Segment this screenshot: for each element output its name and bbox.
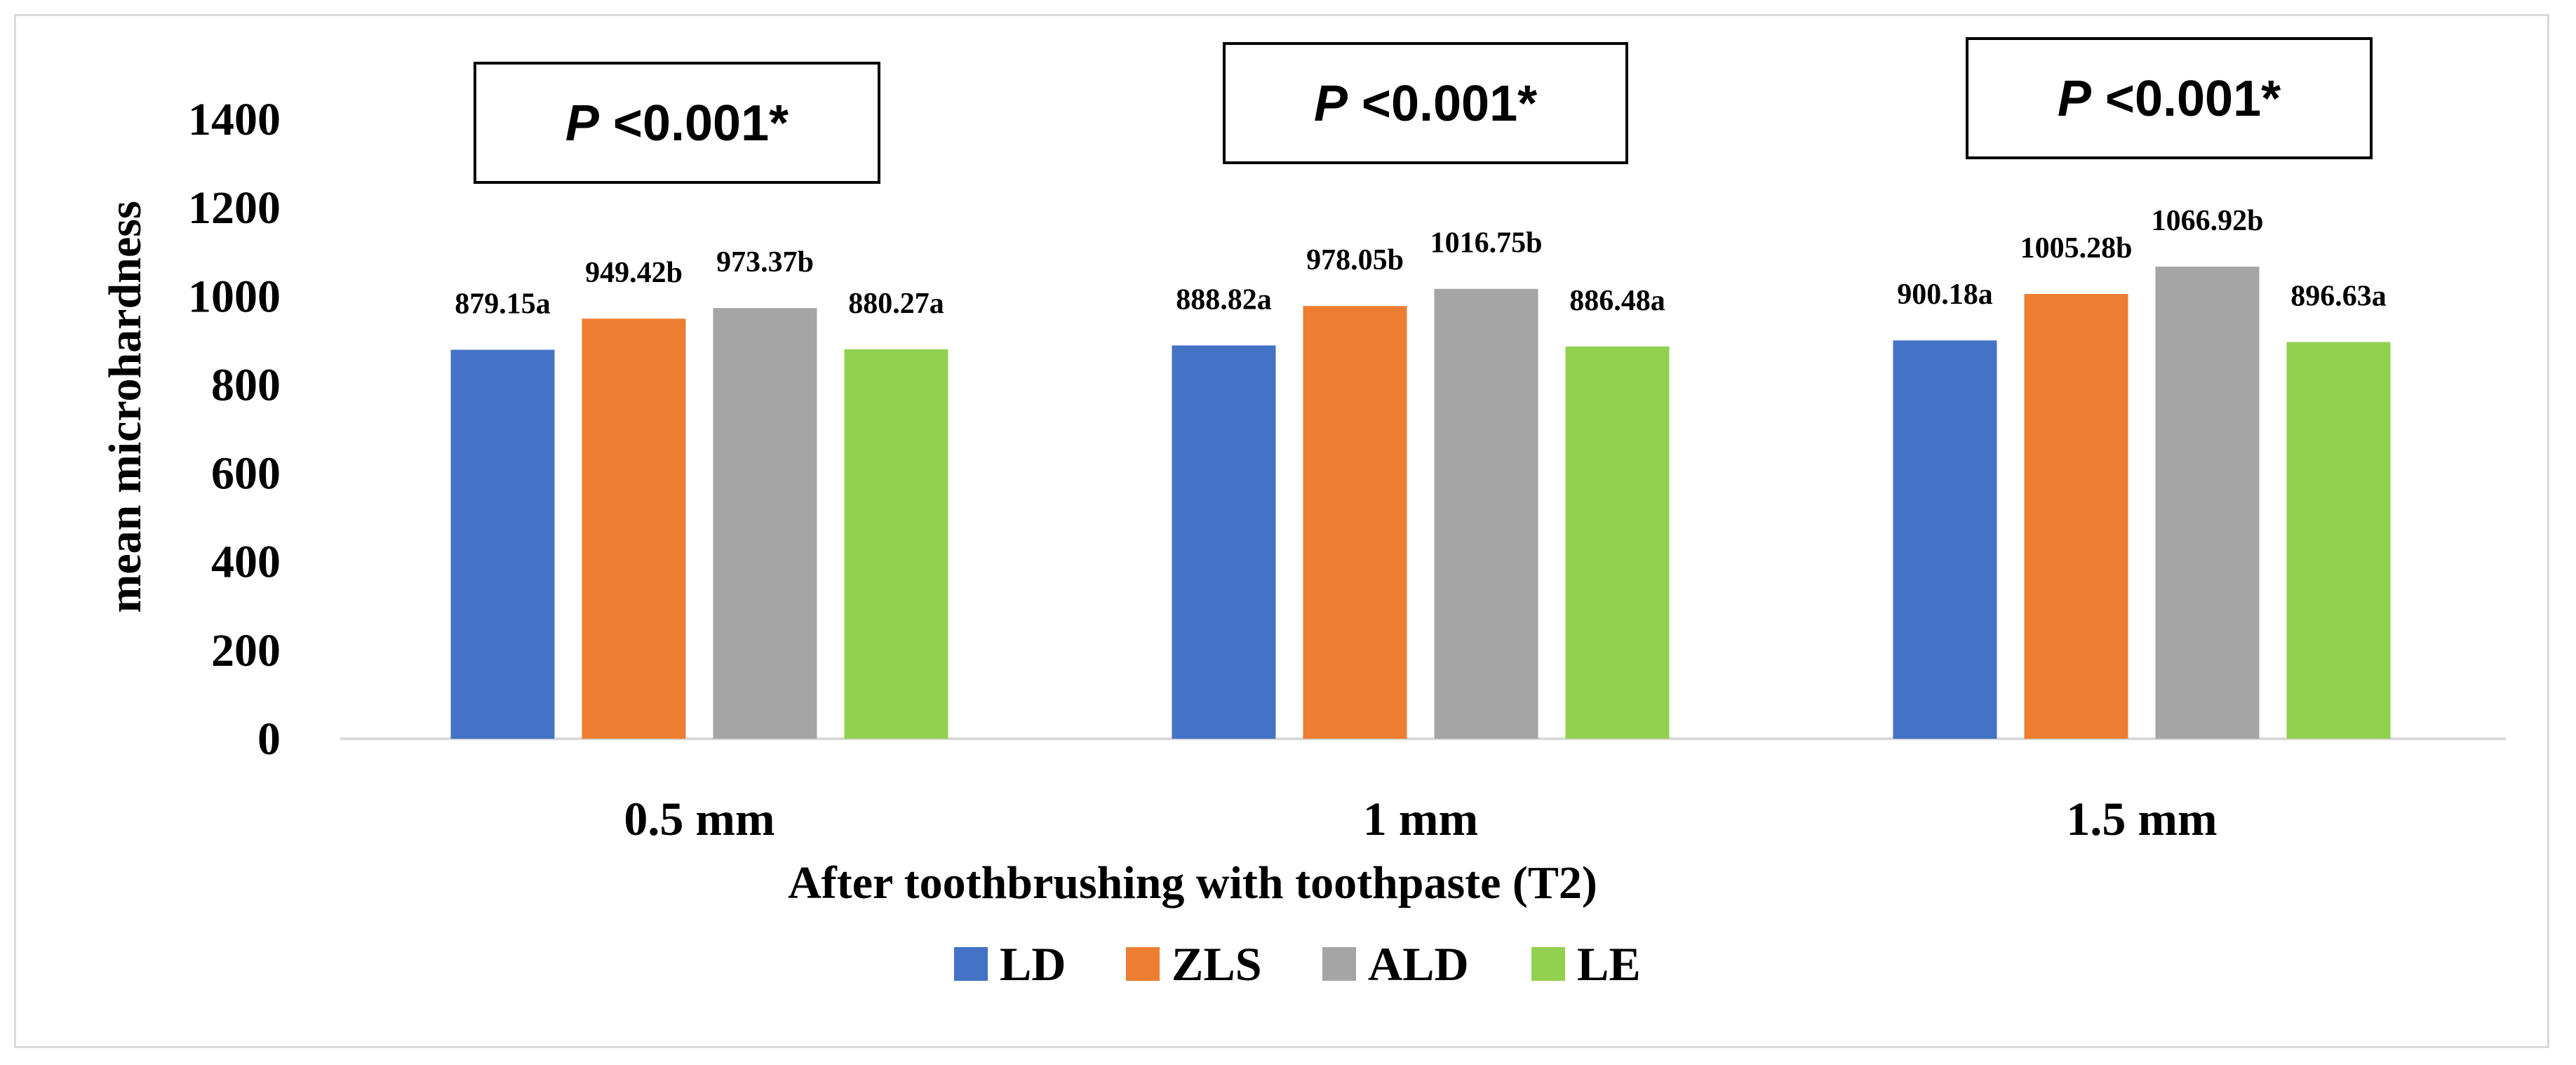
x-axis-label: After toothbrushing with toothpaste (T2) — [788, 857, 1597, 909]
bar-ald-0 — [713, 308, 817, 739]
y-tick-label: 0 — [257, 714, 281, 765]
p-value-text: P <0.001* — [565, 95, 789, 152]
legend-label: LE — [1577, 937, 1641, 991]
bar-ald-1 — [1434, 288, 1538, 739]
bar-zls-1 — [1303, 306, 1407, 739]
bar-ld-0 — [450, 349, 555, 739]
legend: LD ZLS ALD LE — [954, 937, 1641, 991]
p-value: <0.001* — [1348, 76, 1537, 132]
legend-label: ALD — [1368, 937, 1469, 991]
bar-zls-2 — [2024, 293, 2128, 739]
p-symbol: P — [2058, 71, 2092, 127]
p-value-text: P <0.001* — [1314, 76, 1537, 132]
legend-label: LD — [1000, 937, 1066, 991]
data-label: 886.48a — [1569, 285, 1665, 317]
y-tick-label: 200 — [211, 625, 281, 676]
legend-swatch-le — [1531, 947, 1565, 981]
legend-label: ZLS — [1172, 937, 1262, 991]
y-tick-label: 1200 — [188, 182, 281, 234]
y-tick-label: 600 — [211, 448, 281, 500]
data-label: 973.37b — [716, 246, 814, 279]
p-symbol: P — [1314, 76, 1348, 132]
x-category-label: 1.5 mm — [2066, 792, 2217, 845]
y-axis-label: mean microhardness — [100, 201, 151, 612]
data-label: 978.05b — [1306, 244, 1404, 276]
p-value: <0.001* — [2091, 71, 2281, 127]
y-tick-label: 400 — [211, 537, 281, 588]
data-label: 949.42b — [585, 257, 683, 289]
data-label: 1005.28b — [2020, 232, 2133, 264]
p-value-text: P <0.001* — [2058, 71, 2281, 127]
legend-swatch-ld — [954, 947, 988, 981]
x-category-label: 1 mm — [1363, 792, 1478, 845]
legend-swatch-zls — [1126, 947, 1160, 981]
bars-group — [450, 267, 2391, 739]
data-label: 880.27a — [848, 288, 944, 320]
data-label: 900.18a — [1897, 279, 1993, 311]
bar-le-1 — [1565, 346, 1670, 739]
data-label: 1066.92b — [2152, 205, 2264, 237]
y-tick-label: 1000 — [188, 271, 281, 322]
y-tick-label: 800 — [211, 359, 281, 410]
data-label: 1016.75b — [1430, 227, 1543, 260]
y-axis-ticks: 0 200 400 600 800 1000 1200 1400 — [188, 94, 281, 765]
p-value-box — [1966, 37, 2373, 159]
p-value-box — [474, 62, 880, 184]
data-label: 896.63a — [2290, 280, 2387, 312]
x-axis-category-labels: 0.5 mm 1 mm 1.5 mm — [624, 792, 2217, 845]
bar-zls-0 — [582, 319, 686, 739]
bar-ld-1 — [1172, 345, 1276, 739]
data-label: 888.82a — [1176, 283, 1272, 316]
bar-ald-2 — [2155, 267, 2260, 739]
p-value: <0.001* — [599, 95, 789, 152]
bar-ld-2 — [1893, 340, 1997, 739]
p-value-annotations: P <0.001* P <0.001* P <0.001* — [474, 37, 2373, 184]
p-symbol: P — [565, 95, 600, 152]
bar-le-2 — [2286, 342, 2391, 739]
x-category-label: 0.5 mm — [624, 792, 774, 845]
data-label: 879.15a — [455, 288, 551, 321]
y-tick-label: 1400 — [188, 94, 281, 145]
p-value-box — [1223, 42, 1628, 164]
bar-le-0 — [844, 349, 948, 739]
data-labels-group: 879.15a 888.82a 900.18a 949.42b 978.05b 1005.… — [455, 205, 2387, 320]
legend-swatch-ald — [1322, 947, 1356, 981]
